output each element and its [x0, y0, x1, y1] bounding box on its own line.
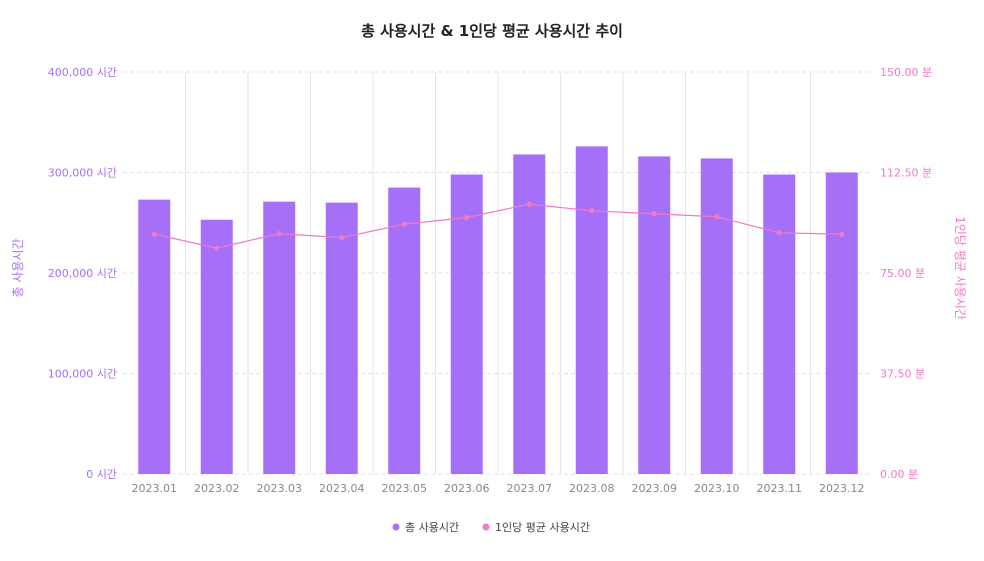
line-point [714, 214, 720, 220]
left-tick-label: 200,000 시간 [48, 267, 117, 280]
x-tick-label: 2023.12 [819, 482, 865, 495]
legend-marker-average [482, 523, 490, 531]
line-point [214, 245, 220, 251]
x-tick-label: 2023.01 [132, 482, 178, 495]
vertical-gridlines [185, 72, 811, 474]
x-tick-label: 2023.09 [632, 482, 678, 495]
bar [263, 201, 296, 474]
x-tick-label: 2023.05 [382, 482, 428, 495]
line-point [464, 214, 470, 221]
right-tick-label: 0.00 분 [880, 468, 918, 481]
left-tick-label: 100,000 시간 [48, 368, 117, 381]
chart-title: 총 사용시간 & 1인당 평균 사용시간 추이 [361, 22, 623, 40]
legend-item-average[interactable]: 1인당 평균 사용시간 [482, 521, 590, 534]
x-tick-label: 2023.06 [444, 482, 490, 495]
legend-label-total: 총 사용시간 [405, 521, 459, 534]
line-point [276, 231, 282, 237]
line-series [151, 201, 845, 251]
bar [513, 154, 546, 474]
x-tick-label: 2023.11 [757, 482, 803, 495]
legend-item-total[interactable]: 총 사용시간 [392, 521, 460, 534]
left-axis-label: 총 사용시간 [11, 238, 25, 297]
line-point [339, 235, 345, 241]
x-tick-label: 2023.03 [257, 482, 303, 495]
bar-series [138, 146, 858, 475]
right-tick-label: 112.50 분 [880, 167, 932, 180]
line-point [526, 201, 532, 207]
right-tick-label: 75.00 분 [880, 267, 925, 280]
left-tick-label: 300,000 시간 [48, 167, 117, 180]
bar [763, 174, 796, 474]
right-tick-label: 37.50 분 [880, 368, 925, 381]
line-point [651, 211, 657, 217]
legend: 총 사용시간 1인당 평균 사용시간 [392, 521, 590, 534]
bar [575, 146, 608, 474]
line-point [776, 230, 782, 236]
x-axis-ticks: 2023.01 2023.02 2023.03 2023.04 2023.05 2023.… [132, 482, 865, 495]
bar [325, 202, 358, 474]
right-tick-label: 150.00 분 [880, 66, 932, 79]
x-tick-label: 2023.10 [694, 482, 740, 495]
line-point [839, 231, 845, 237]
average-line [154, 203, 842, 249]
x-tick-label: 2023.02 [194, 482, 240, 495]
left-axis-ticks: 0 시간 100,000 시간 200,000 시간 300,000 시간 400,00… [48, 66, 117, 481]
line-point [401, 221, 407, 227]
right-axis-ticks: 0.00 분 37.50 분 75.00 분 112.50 분 150.00 분 [880, 66, 932, 481]
bar [450, 174, 483, 474]
legend-label-average: 1인당 평균 사용시간 [495, 521, 590, 534]
bar [638, 156, 671, 475]
line-point [589, 208, 595, 214]
bar [825, 172, 858, 474]
x-tick-label: 2023.08 [569, 482, 615, 495]
bar [700, 158, 733, 474]
line-point [151, 231, 157, 237]
left-tick-label: 400,000 시간 [48, 66, 117, 79]
x-tick-label: 2023.07 [507, 482, 553, 495]
right-axis-label: 1인당 평균 사용시간 [953, 216, 967, 320]
bar [200, 219, 233, 474]
bar [388, 187, 421, 474]
bar [138, 199, 171, 474]
legend-marker-total [392, 523, 400, 531]
left-tick-label: 0 시간 [86, 468, 117, 481]
x-tick-label: 2023.04 [319, 482, 365, 495]
